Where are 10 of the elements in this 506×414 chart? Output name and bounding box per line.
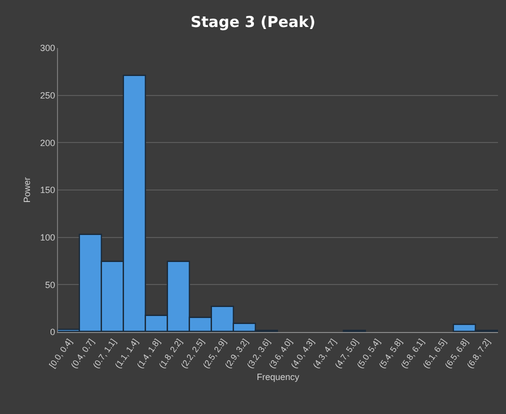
y-tick-label: 0 bbox=[50, 327, 56, 338]
y-tick-label: 250 bbox=[40, 90, 56, 100]
y-tick-label: 100 bbox=[40, 232, 56, 242]
y-tick-label: 150 bbox=[40, 185, 56, 196]
y-tick-label: 300 bbox=[40, 43, 56, 54]
chart-title: Stage 3 (Peak) bbox=[190, 13, 316, 32]
y-tick-label: 50 bbox=[45, 280, 56, 290]
y-tick-label: 200 bbox=[40, 138, 56, 148]
x-axis-title: Frequency bbox=[256, 372, 300, 382]
y-axis-title: Power bbox=[22, 177, 32, 203]
